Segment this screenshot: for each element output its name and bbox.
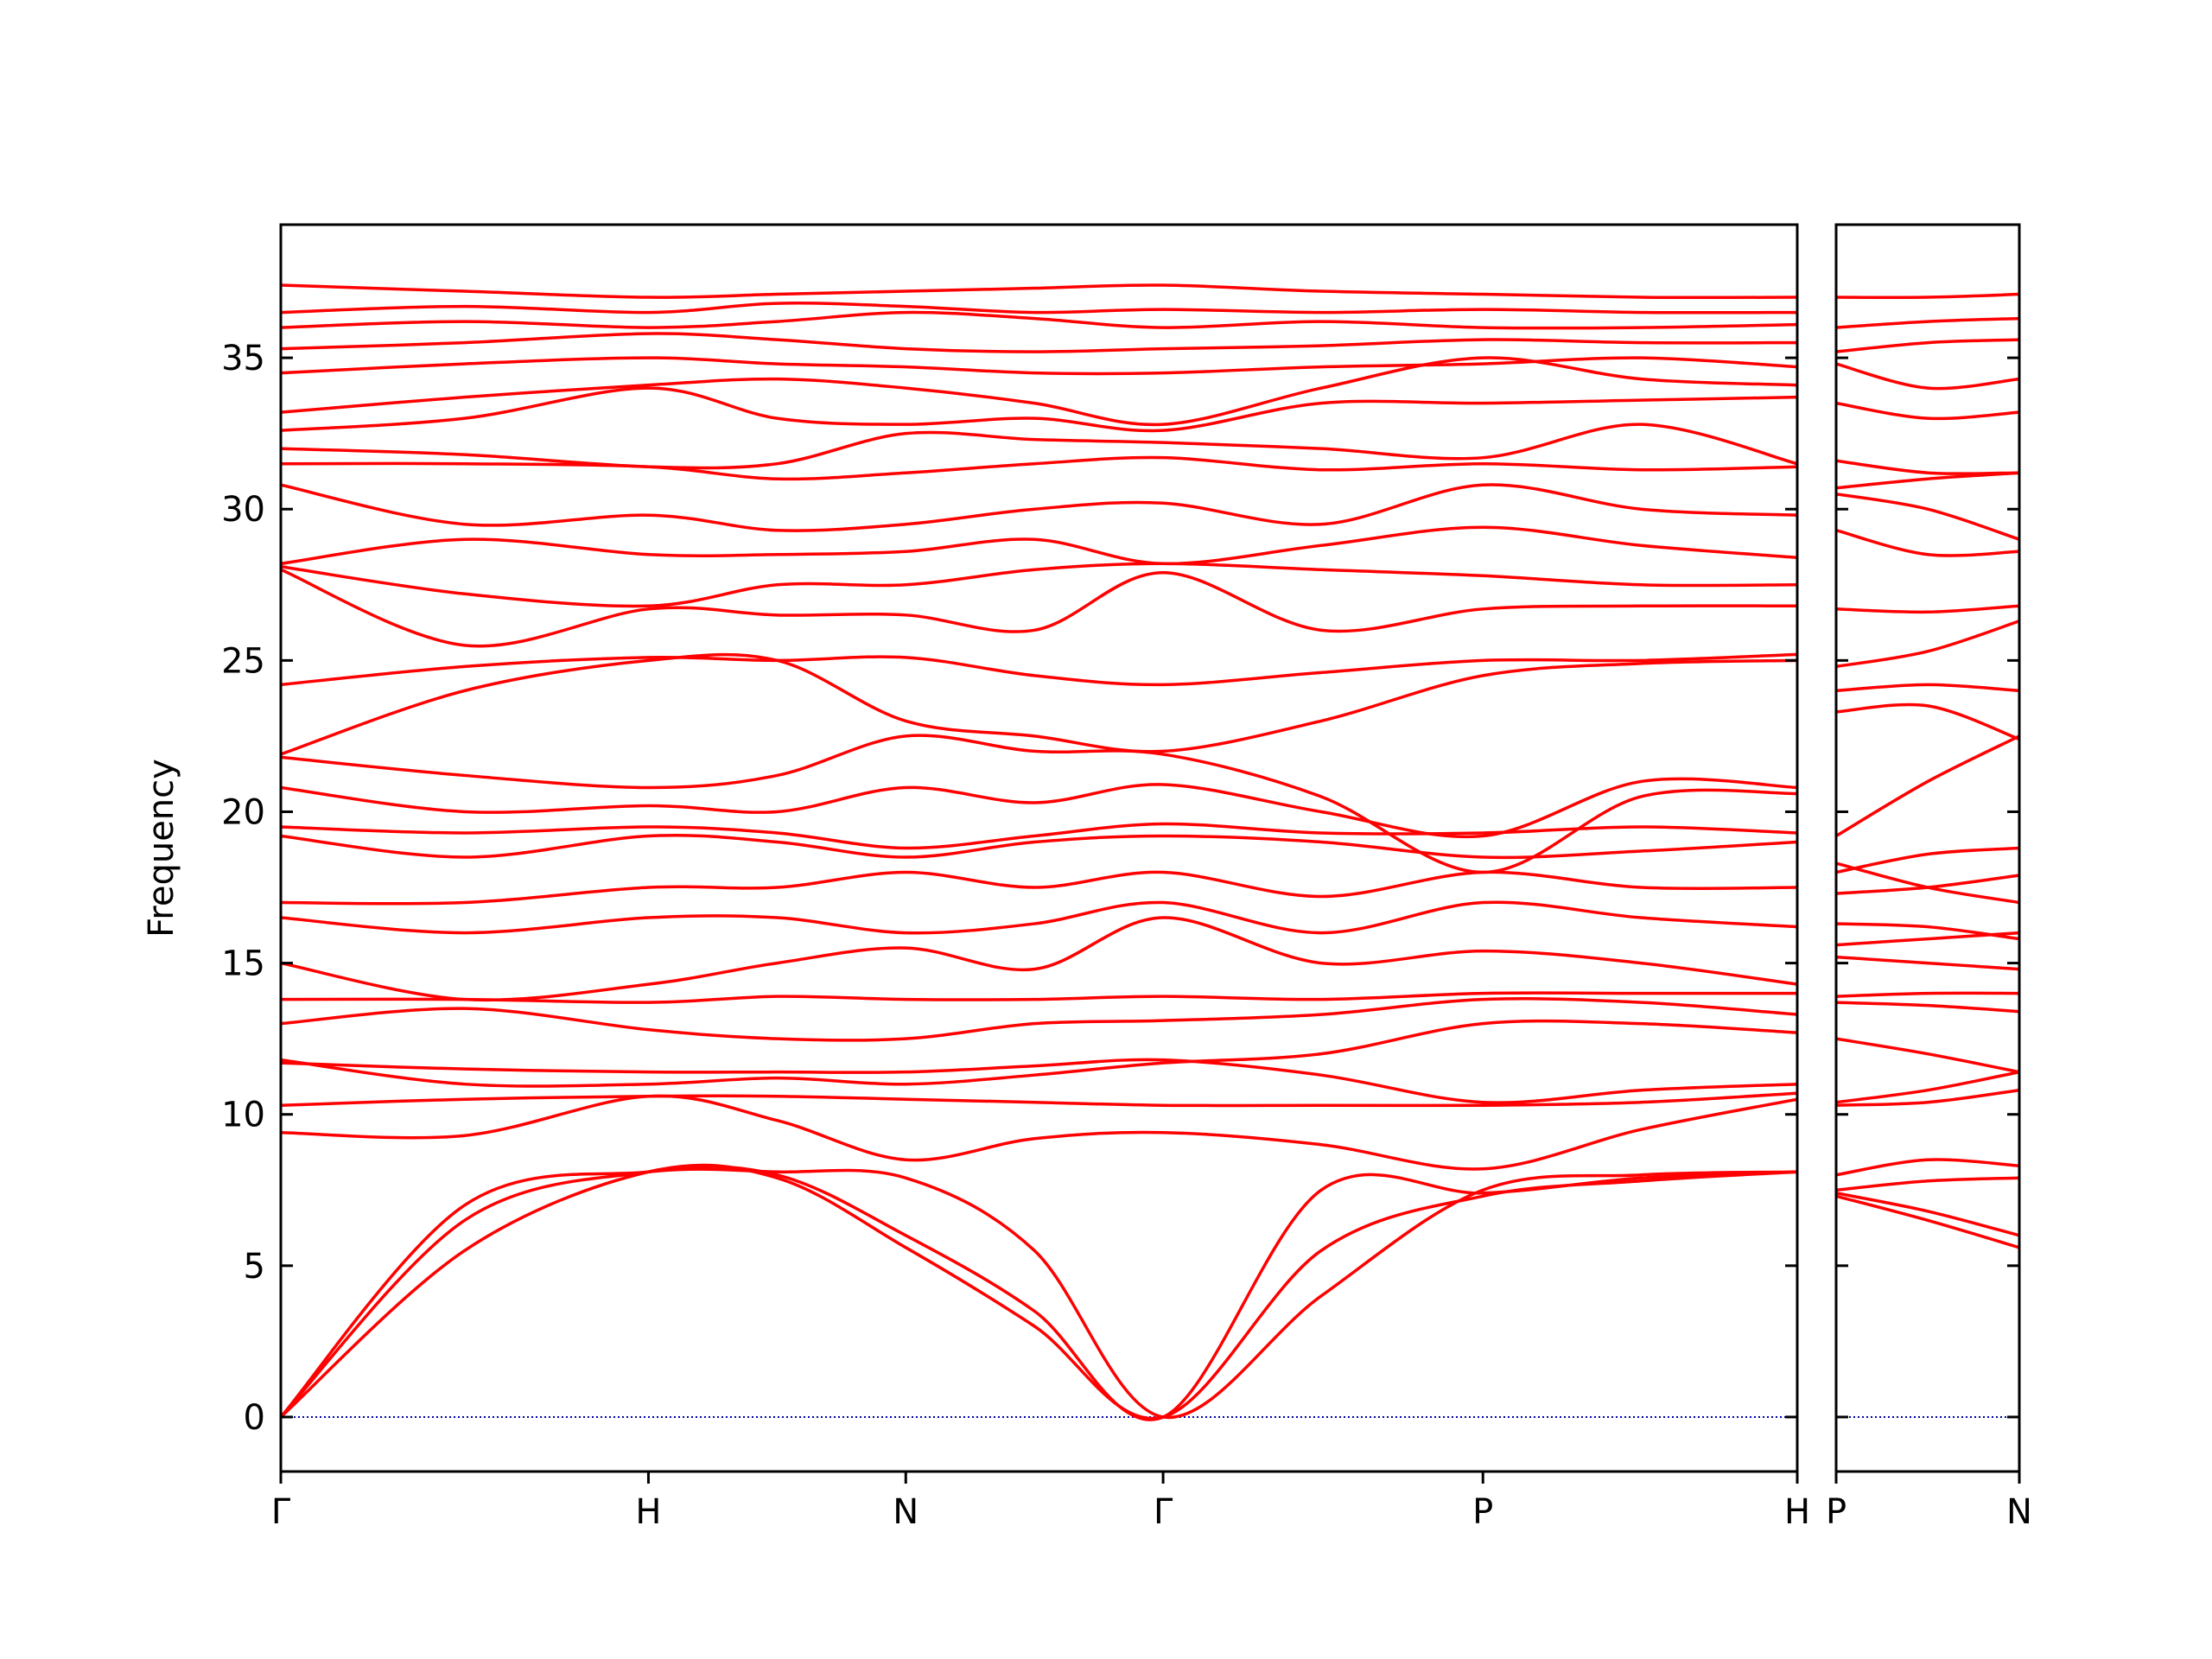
band-line <box>281 455 1797 481</box>
band-line <box>281 870 1797 906</box>
band-line <box>1836 620 2019 669</box>
band-line <box>281 734 1797 874</box>
y-tick-label: 0 <box>244 1398 265 1438</box>
band-line <box>281 525 1797 566</box>
band-line <box>281 568 1797 648</box>
x-tick-label: P <box>1826 1492 1847 1532</box>
band-line <box>281 1165 1797 1421</box>
band-line <box>281 310 1797 330</box>
band-line <box>1836 362 2019 391</box>
band-line <box>1836 931 2019 947</box>
x-tick-label: H <box>635 1492 661 1532</box>
band-line <box>1836 861 2019 905</box>
band-line <box>1836 1192 2019 1237</box>
y-tick-label: 15 <box>221 944 265 984</box>
y-tick-label: 10 <box>221 1096 265 1135</box>
band-line <box>1836 459 2019 475</box>
y-tick-label: 25 <box>221 641 265 681</box>
band-line <box>281 302 1797 315</box>
band-line <box>1836 492 2019 541</box>
band-line <box>1836 1001 2019 1014</box>
x-tick-label: Γ <box>1154 1492 1173 1532</box>
band-line <box>1836 401 2019 421</box>
y-tick-label: 20 <box>221 792 265 832</box>
band-line <box>281 356 1797 376</box>
band-line <box>1836 604 2019 614</box>
band-line <box>1836 1088 2019 1107</box>
x-tick-label: P <box>1472 1492 1493 1532</box>
band-line <box>1836 991 2019 998</box>
x-tick-label: H <box>1784 1492 1810 1532</box>
band-line <box>281 1091 1797 1108</box>
plot-area <box>281 283 1797 1421</box>
band-line <box>281 652 1797 756</box>
y-tick-label: 35 <box>221 339 265 378</box>
y-axis-label: Frequency <box>142 759 181 938</box>
band-line <box>1836 292 2019 300</box>
band-line <box>281 997 1797 1042</box>
band-line <box>281 1058 1797 1104</box>
band-line <box>1836 471 2019 490</box>
y-tick-label: 30 <box>221 490 265 530</box>
band-line <box>1836 338 2019 353</box>
band-line <box>281 562 1797 608</box>
band-line <box>281 777 1797 839</box>
plot-frame <box>279 223 1799 1473</box>
x-tick-label: N <box>893 1492 918 1532</box>
band-line <box>1836 1176 2019 1192</box>
band-line <box>281 1163 1797 1421</box>
band-line <box>1836 683 2019 693</box>
x-tick-label: Γ <box>271 1492 291 1532</box>
plot-frame <box>1834 223 2021 1473</box>
band-line <box>281 652 1797 687</box>
band-line <box>281 423 1797 470</box>
band-line <box>1836 1037 2019 1074</box>
band-line <box>1836 734 2019 837</box>
band-line <box>281 283 1797 300</box>
y-tick-label: 5 <box>244 1247 265 1287</box>
band-line <box>1836 1194 2019 1249</box>
band-line <box>281 1167 1797 1420</box>
plot-area <box>1836 292 2019 1418</box>
band-line <box>1836 1158 2019 1177</box>
band-line <box>281 1019 1797 1088</box>
band-line <box>281 833 1797 860</box>
band-line <box>281 483 1797 532</box>
band-line <box>1836 955 2019 971</box>
band-line <box>1836 529 2019 557</box>
band-line <box>281 991 1797 1004</box>
band-line <box>1836 1070 2019 1104</box>
band-line <box>281 822 1797 850</box>
band-line <box>281 900 1797 935</box>
band-line <box>1836 316 2019 329</box>
band-line <box>1836 922 2019 941</box>
band-line <box>281 386 1797 433</box>
band-line <box>1836 874 2019 895</box>
band-line <box>281 332 1797 353</box>
band-line <box>281 916 1797 1002</box>
x-tick-label: N <box>2006 1492 2032 1532</box>
band-line <box>1836 846 2019 874</box>
band-line <box>1836 702 2019 741</box>
band-line <box>281 356 1797 427</box>
band-line <box>281 1094 1797 1171</box>
